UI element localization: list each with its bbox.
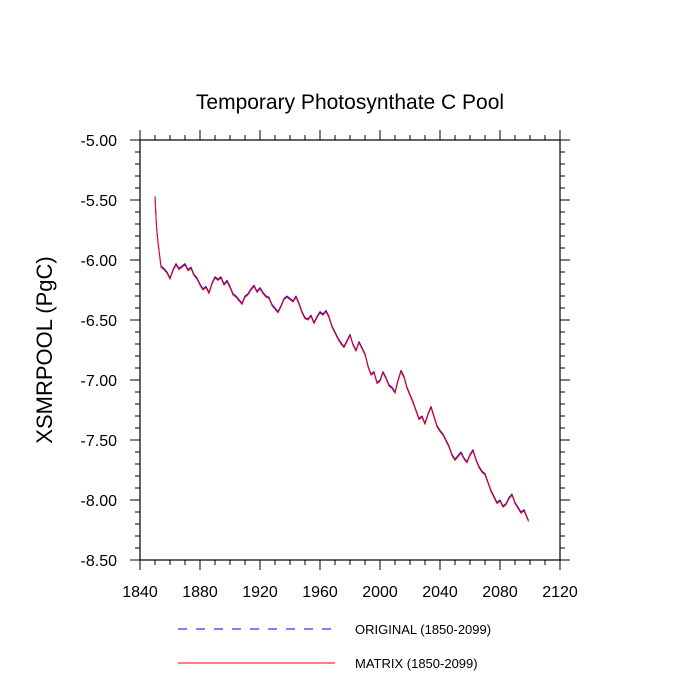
x-tick-label: 1880 xyxy=(182,584,218,601)
axes-layer: 1840 1880 1920 1960 2000 2040 2080 2120 -5.00 -5.… xyxy=(81,130,578,601)
y-tick-label: -5.00 xyxy=(81,133,118,150)
x-tick-label: 2080 xyxy=(482,584,518,601)
x-tick-label: 1960 xyxy=(302,584,338,601)
x-tick-label: 2000 xyxy=(362,584,398,601)
legend-label-original: ORIGINAL (1850-2099) xyxy=(355,622,491,637)
legend-entry-original[interactable]: ORIGINAL (1850-2099) xyxy=(178,622,491,637)
legend-entry-matrix[interactable]: MATRIX (1850-2099) xyxy=(178,656,478,671)
y-tick-label: -5.50 xyxy=(81,193,118,210)
y-tick-label: -8.00 xyxy=(81,493,118,510)
y-tick-label: -6.50 xyxy=(81,313,118,330)
legend: ORIGINAL (1850-2099) MATRIX (1850-2099) xyxy=(178,622,491,671)
x-tick-label: 2040 xyxy=(422,584,458,601)
plot-frame xyxy=(139,139,561,561)
series-line-original xyxy=(154,196,529,521)
series-line-matrix xyxy=(154,197,529,522)
x-tick-label: 2120 xyxy=(542,584,578,601)
chart-title: Temporary Photosynthate C Pool xyxy=(196,91,504,114)
y-tick-label: -7.50 xyxy=(81,433,118,450)
series-layer xyxy=(154,196,529,522)
y-tick-label: -7.00 xyxy=(81,373,118,390)
x-tick-label: 1920 xyxy=(242,584,278,601)
y-axis-label: XSMRPOOL (PgC) xyxy=(32,256,57,443)
y-tick-label: -6.00 xyxy=(81,253,118,270)
x-tick-label: 1840 xyxy=(122,584,158,601)
legend-label-matrix: MATRIX (1850-2099) xyxy=(355,656,478,671)
y-tick-label: -8.50 xyxy=(81,553,118,570)
